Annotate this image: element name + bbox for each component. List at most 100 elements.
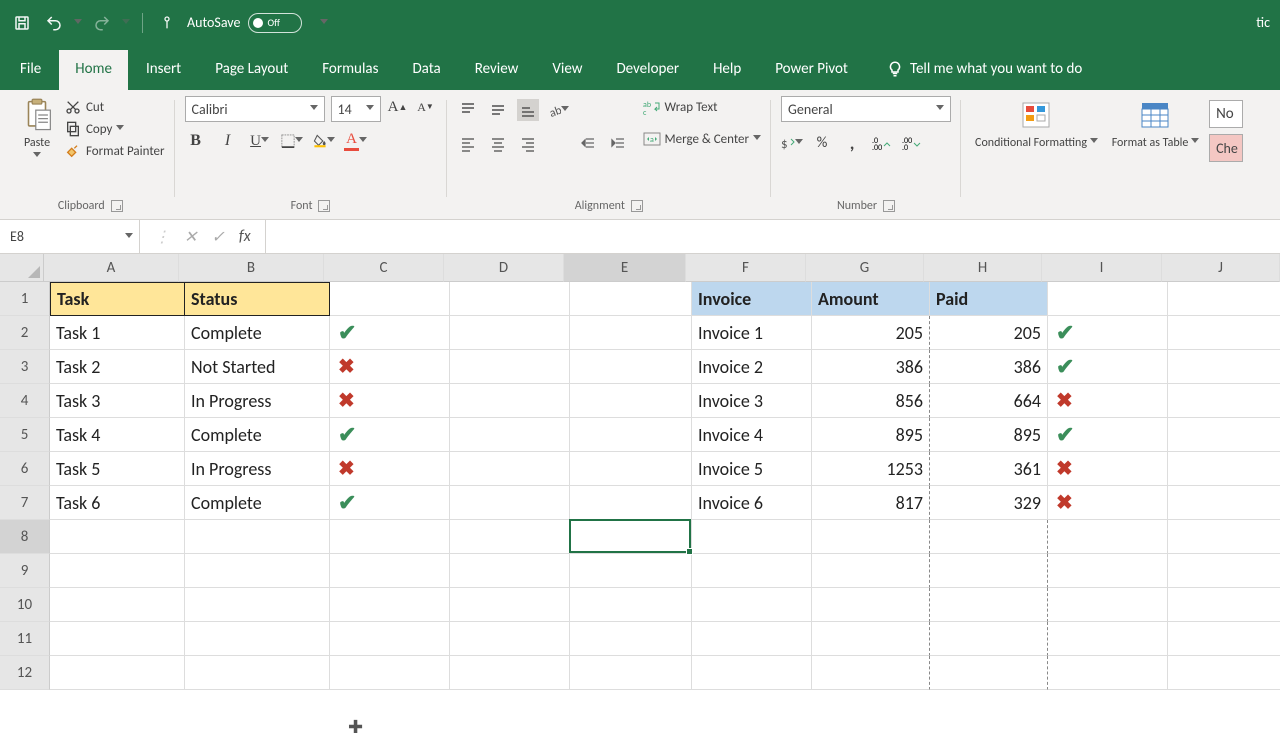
cell-D10[interactable] xyxy=(450,588,570,622)
cell-A12[interactable] xyxy=(50,656,185,690)
cell-E4[interactable] xyxy=(570,384,692,418)
paste-button[interactable]: Paste xyxy=(16,96,58,167)
alignment-launcher[interactable] xyxy=(631,200,643,212)
cell-J5[interactable] xyxy=(1168,418,1280,452)
cell-I7[interactable]: ✖ xyxy=(1048,486,1168,520)
cell-E3[interactable] xyxy=(570,350,692,384)
cell-F1[interactable]: Invoice xyxy=(692,282,812,316)
underline-button[interactable]: U xyxy=(249,130,271,152)
cell-E2[interactable] xyxy=(570,316,692,350)
cell-F11[interactable] xyxy=(692,622,812,656)
cell-C10[interactable] xyxy=(330,588,450,622)
cell-H7[interactable]: 329 xyxy=(930,486,1048,520)
cancel-formula-button[interactable]: ✕ xyxy=(184,227,197,247)
cell-I2[interactable]: ✔ xyxy=(1048,316,1168,350)
number-format-combo[interactable]: General xyxy=(781,96,951,122)
align-bottom-button[interactable] xyxy=(517,99,539,121)
cell-H11[interactable] xyxy=(930,622,1048,656)
cell-D7[interactable] xyxy=(450,486,570,520)
cell-C7[interactable]: ✔ xyxy=(330,486,450,520)
cell-C1[interactable] xyxy=(330,282,450,316)
row-header-7[interactable]: 7 xyxy=(0,486,50,520)
undo-dropdown[interactable] xyxy=(74,19,82,27)
tab-review[interactable]: Review xyxy=(459,50,535,90)
cell-H5[interactable]: 895 xyxy=(930,418,1048,452)
conditional-formatting-button[interactable]: Conditional Formatting xyxy=(971,96,1102,152)
cell-E1[interactable] xyxy=(570,282,692,316)
tab-formulas[interactable]: Formulas xyxy=(306,50,394,90)
cell-B11[interactable] xyxy=(185,622,330,656)
row-header-9[interactable]: 9 xyxy=(0,554,50,588)
clipboard-launcher[interactable] xyxy=(111,200,123,212)
cell-G12[interactable] xyxy=(812,656,930,690)
cell-F12[interactable] xyxy=(692,656,812,690)
cell-A6[interactable]: Task 5 xyxy=(50,452,185,486)
align-right-button[interactable] xyxy=(517,133,539,155)
select-all-corner[interactable] xyxy=(0,254,44,282)
col-header-B[interactable]: B xyxy=(179,254,324,282)
accounting-format-button[interactable]: $ xyxy=(781,132,803,154)
cell-E5[interactable] xyxy=(570,418,692,452)
cell-G2[interactable]: 205 xyxy=(812,316,930,350)
decrease-indent-button[interactable] xyxy=(577,133,599,155)
cell-G8[interactable] xyxy=(812,520,930,554)
cell-I8[interactable] xyxy=(1048,520,1168,554)
cell-E9[interactable] xyxy=(570,554,692,588)
enter-formula-button[interactable]: ✓ xyxy=(211,227,224,247)
cell-E7[interactable] xyxy=(570,486,692,520)
cell-C4[interactable]: ✖ xyxy=(330,384,450,418)
align-middle-button[interactable] xyxy=(487,99,509,121)
col-header-H[interactable]: H xyxy=(924,254,1042,282)
cell-G7[interactable]: 817 xyxy=(812,486,930,520)
tab-page-layout[interactable]: Page Layout xyxy=(199,50,304,90)
worksheet[interactable]: ABCDEFGHIJ 123456789101112 TaskStatusInv… xyxy=(0,254,1280,690)
cell-I4[interactable]: ✖ xyxy=(1048,384,1168,418)
cell-B1[interactable]: Status xyxy=(185,282,330,316)
cell-J6[interactable] xyxy=(1168,452,1280,486)
align-left-button[interactable] xyxy=(457,133,479,155)
format-painter-button[interactable]: Format Painter xyxy=(64,140,165,162)
cell-D2[interactable] xyxy=(450,316,570,350)
merge-center-button[interactable]: a Merge & Center xyxy=(643,128,762,150)
row-header-4[interactable]: 4 xyxy=(0,384,50,418)
row-header-3[interactable]: 3 xyxy=(0,350,50,384)
cell-H3[interactable]: 386 xyxy=(930,350,1048,384)
cell-C5[interactable]: ✔ xyxy=(330,418,450,452)
formula-input[interactable] xyxy=(266,220,1280,253)
cell-A5[interactable]: Task 4 xyxy=(50,418,185,452)
row-header-1[interactable]: 1 xyxy=(0,282,50,316)
cell-F5[interactable]: Invoice 4 xyxy=(692,418,812,452)
cell-B4[interactable]: In Progress xyxy=(185,384,330,418)
column-headers[interactable]: ABCDEFGHIJ xyxy=(44,254,1280,282)
col-header-D[interactable]: D xyxy=(444,254,564,282)
cell-C11[interactable] xyxy=(330,622,450,656)
copy-button[interactable]: Copy xyxy=(64,118,165,140)
orientation-button[interactable]: ab xyxy=(547,99,569,121)
border-button[interactable] xyxy=(281,130,303,152)
cell-J3[interactable] xyxy=(1168,350,1280,384)
tab-help[interactable]: Help xyxy=(697,50,757,90)
format-as-table-button[interactable]: Format as Table xyxy=(1108,96,1203,152)
font-size-combo[interactable]: 14 xyxy=(331,96,381,122)
cell-I3[interactable]: ✔ xyxy=(1048,350,1168,384)
cell-A3[interactable]: Task 2 xyxy=(50,350,185,384)
row-header-12[interactable]: 12 xyxy=(0,656,50,690)
cell-F8[interactable] xyxy=(692,520,812,554)
tab-developer[interactable]: Developer xyxy=(600,50,695,90)
tab-view[interactable]: View xyxy=(536,50,598,90)
grow-font-button[interactable]: A▲ xyxy=(387,96,409,118)
cell-D3[interactable] xyxy=(450,350,570,384)
cell-H10[interactable] xyxy=(930,588,1048,622)
row-header-10[interactable]: 10 xyxy=(0,588,50,622)
cell-A11[interactable] xyxy=(50,622,185,656)
col-header-G[interactable]: G xyxy=(806,254,924,282)
cell-B10[interactable] xyxy=(185,588,330,622)
save-icon[interactable] xyxy=(10,11,34,35)
row-header-11[interactable]: 11 xyxy=(0,622,50,656)
row-header-8[interactable]: 8 xyxy=(0,520,50,554)
qat-customize-dropdown[interactable] xyxy=(320,19,328,27)
cell-C8[interactable] xyxy=(330,520,450,554)
font-name-combo[interactable]: Calibri xyxy=(185,96,325,122)
cell-G4[interactable]: 856 xyxy=(812,384,930,418)
cell-J10[interactable] xyxy=(1168,588,1280,622)
